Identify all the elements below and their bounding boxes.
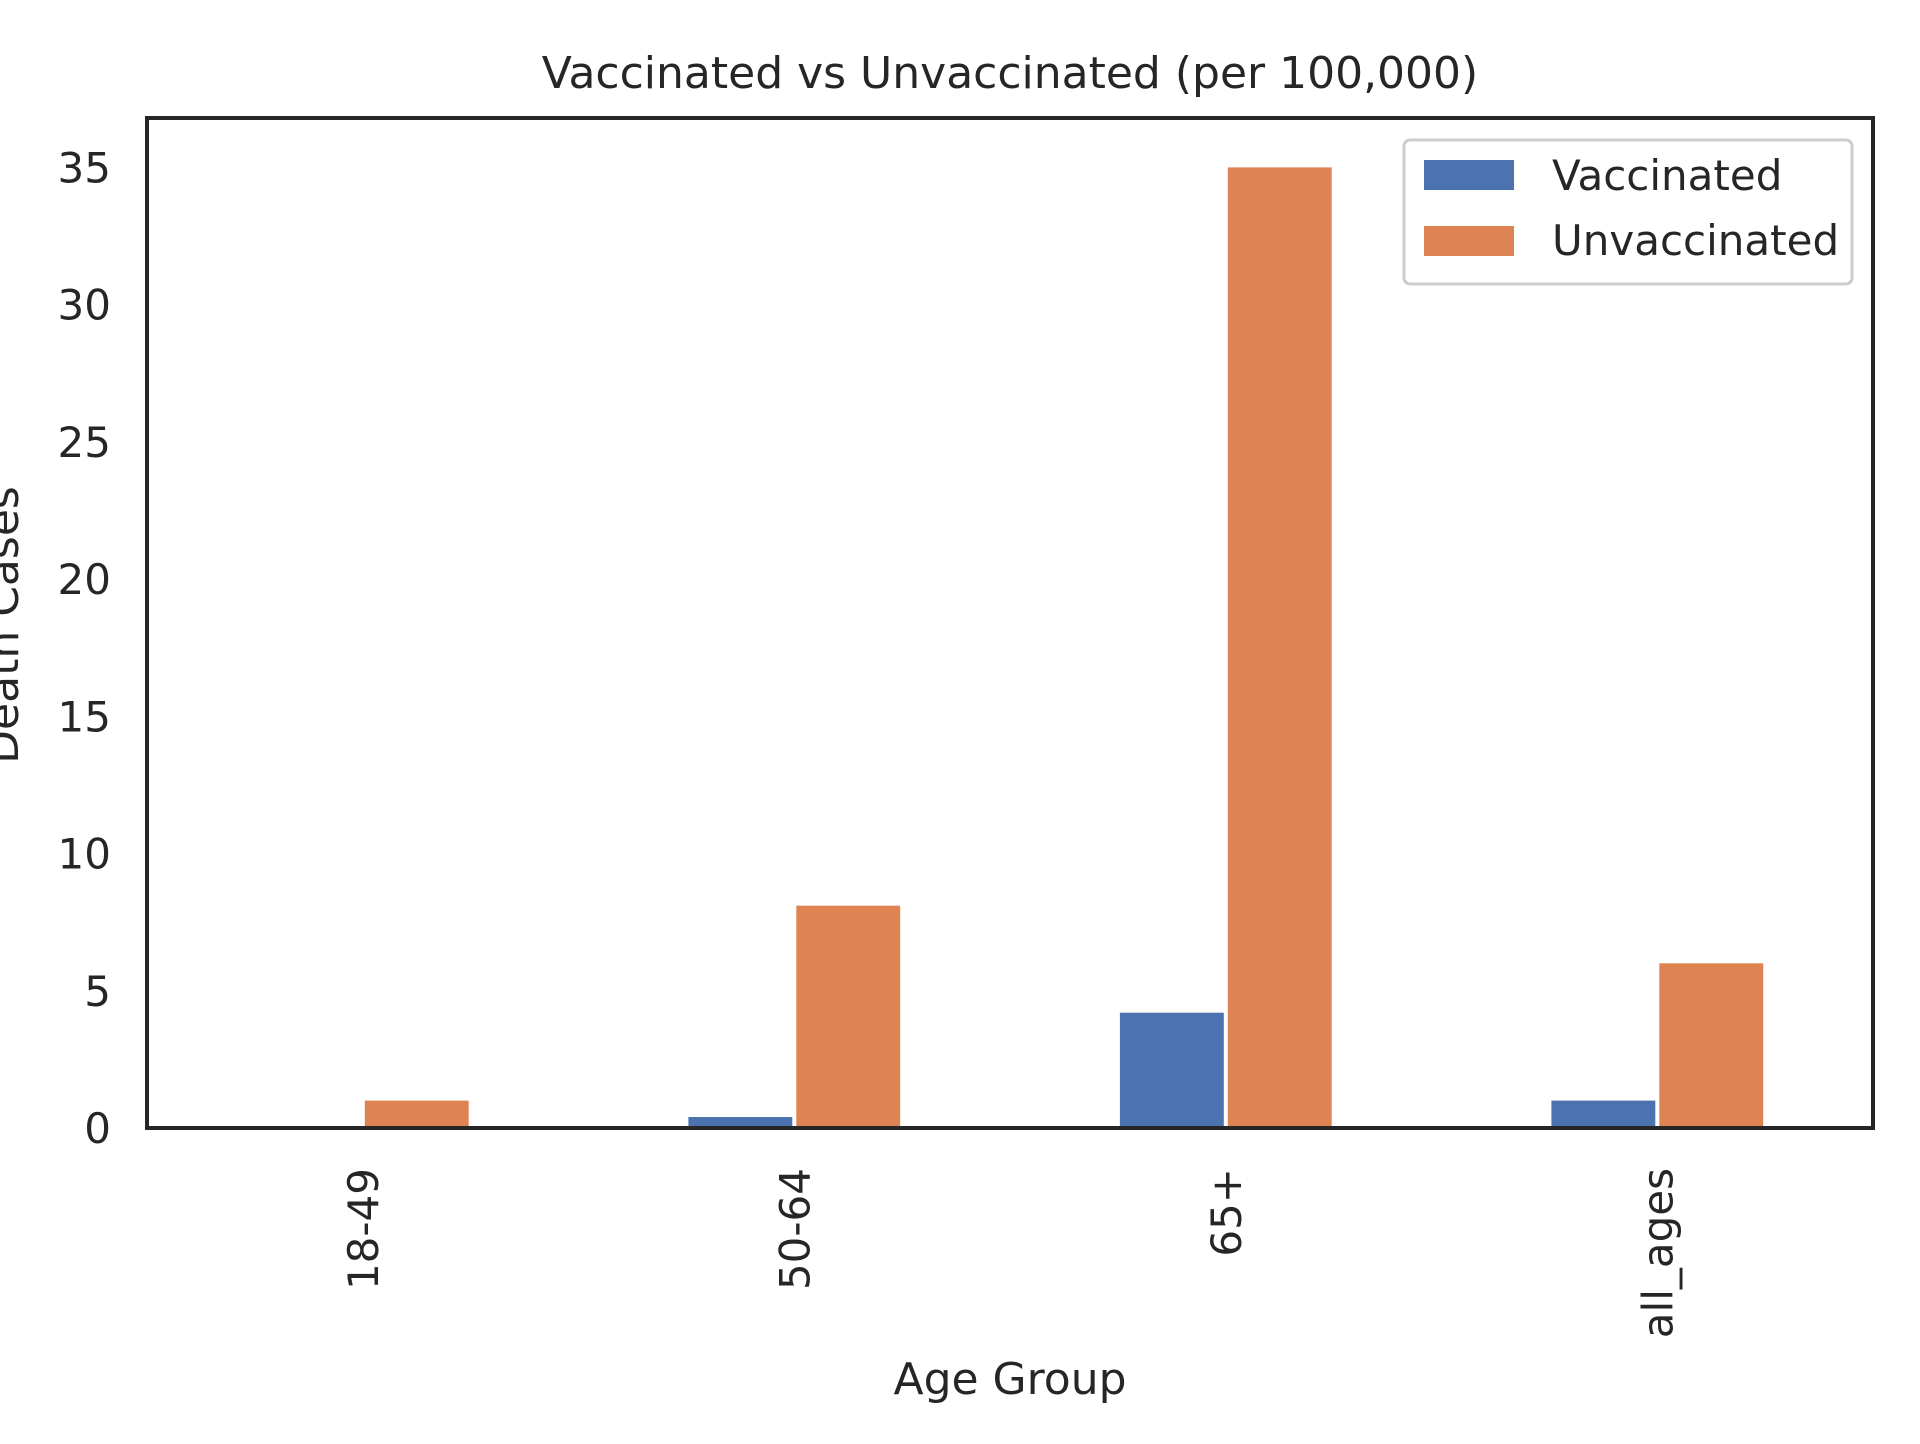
y-tick-label: 5 (84, 967, 111, 1016)
y-tick-label: 30 (58, 281, 111, 330)
plot-area (364, 167, 1764, 1128)
y-axis-label: Death Cases (0, 486, 29, 764)
x-tick-label: 65+ (1202, 1168, 1251, 1257)
legend-swatch-vaccinated (1424, 160, 1514, 190)
legend-label-vaccinated: Vaccinated (1552, 151, 1782, 200)
bar-unvaccinated-65+ (1227, 167, 1332, 1128)
x-tick-label: 50-64 (770, 1168, 819, 1290)
y-tick-label: 15 (58, 692, 111, 741)
plot-frame (145, 116, 1875, 1130)
legend-swatch-unvaccinated (1424, 226, 1514, 256)
bar-unvaccinated-18-49 (364, 1100, 469, 1128)
legend-label-unvaccinated: Unvaccinated (1552, 216, 1839, 265)
x-axis: 18-49 50-64 65+ all_ages (339, 1168, 1683, 1338)
bar-vaccinated-65+ (1119, 1012, 1224, 1128)
y-tick-label: 35 (58, 143, 111, 192)
x-tick-label: all_ages (1633, 1168, 1682, 1338)
y-tick-label: 10 (58, 830, 111, 879)
bar-unvaccinated-all_ages (1659, 963, 1764, 1128)
bar-vaccinated-50-64 (688, 1117, 793, 1128)
bar-unvaccinated-50-64 (796, 905, 901, 1128)
legend-box (1402, 138, 1854, 286)
y-tick-label: 0 (84, 1104, 111, 1153)
x-tick-label: 18-49 (339, 1168, 388, 1290)
chart-title: Vaccinated vs Unvaccinated (per 100,000) (542, 48, 1478, 99)
y-tick-label: 20 (58, 555, 111, 604)
y-axis: 0 5 10 15 20 25 30 35 (58, 143, 111, 1153)
y-tick-label: 25 (58, 418, 111, 467)
bar-vaccinated-all_ages (1551, 1100, 1656, 1128)
legend: Vaccinated Unvaccinated (1402, 138, 1854, 286)
x-axis-label: Age Group (893, 1354, 1126, 1405)
